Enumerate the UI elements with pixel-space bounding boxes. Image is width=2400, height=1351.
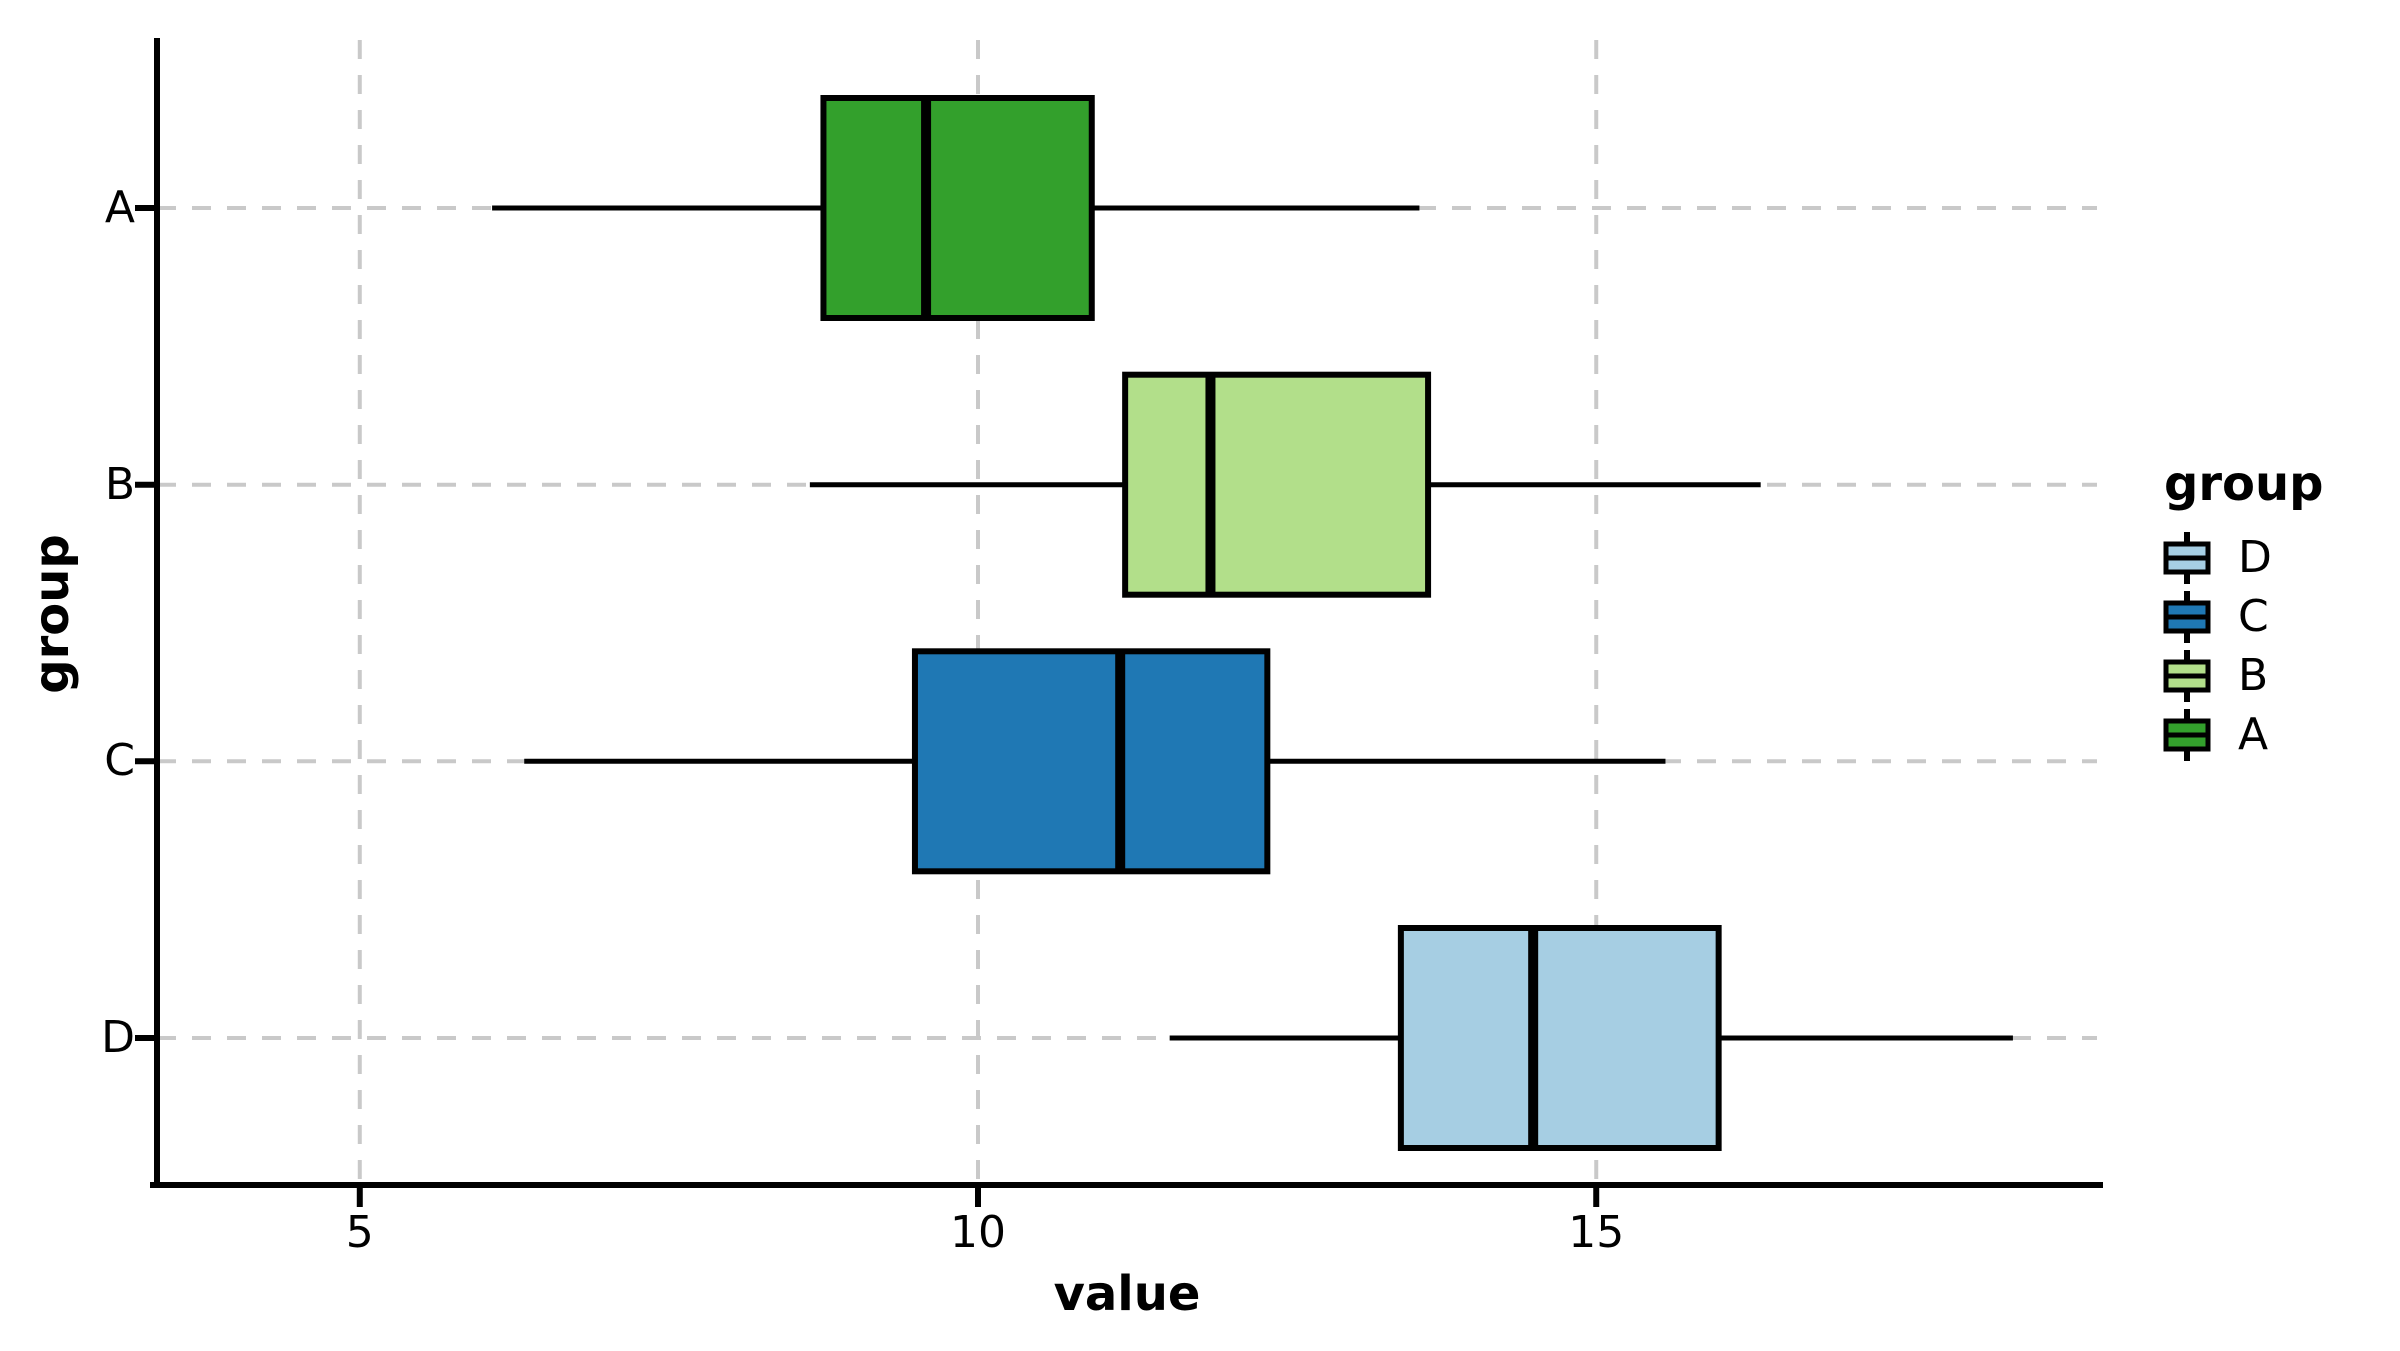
boxplot-key-icon xyxy=(2163,708,2211,761)
x-tick-label-5: 5 xyxy=(345,1207,374,1258)
legend-entry-d: D xyxy=(2162,528,2324,587)
boxplot-key-icon xyxy=(2163,649,2211,702)
boxplot-key-icon xyxy=(2163,531,2211,584)
y-tick-label-a: A xyxy=(104,182,135,233)
y-axis-title: group xyxy=(24,534,80,694)
x-tick-label-10: 10 xyxy=(950,1207,1006,1258)
legend-label: D xyxy=(2238,531,2272,583)
legend-entry-b: B xyxy=(2162,646,2324,705)
legend-title: group xyxy=(2164,456,2324,512)
y-tick-label-b: B xyxy=(104,458,135,510)
legend: group D C xyxy=(2162,456,2324,764)
legend-label: A xyxy=(2238,708,2269,760)
boxplot-key-icon xyxy=(2163,590,2211,643)
x-axis-title: value xyxy=(1053,1266,1201,1322)
y-tick-label-d: D xyxy=(101,1012,135,1063)
x-tick-label-15: 15 xyxy=(1568,1207,1625,1258)
legend-label: C xyxy=(2238,590,2269,642)
legend-label: B xyxy=(2238,649,2269,701)
legend-entry-c: C xyxy=(2162,587,2324,646)
legend-entry-a: A xyxy=(2162,705,2324,764)
y-tick-label-c: C xyxy=(104,735,135,787)
